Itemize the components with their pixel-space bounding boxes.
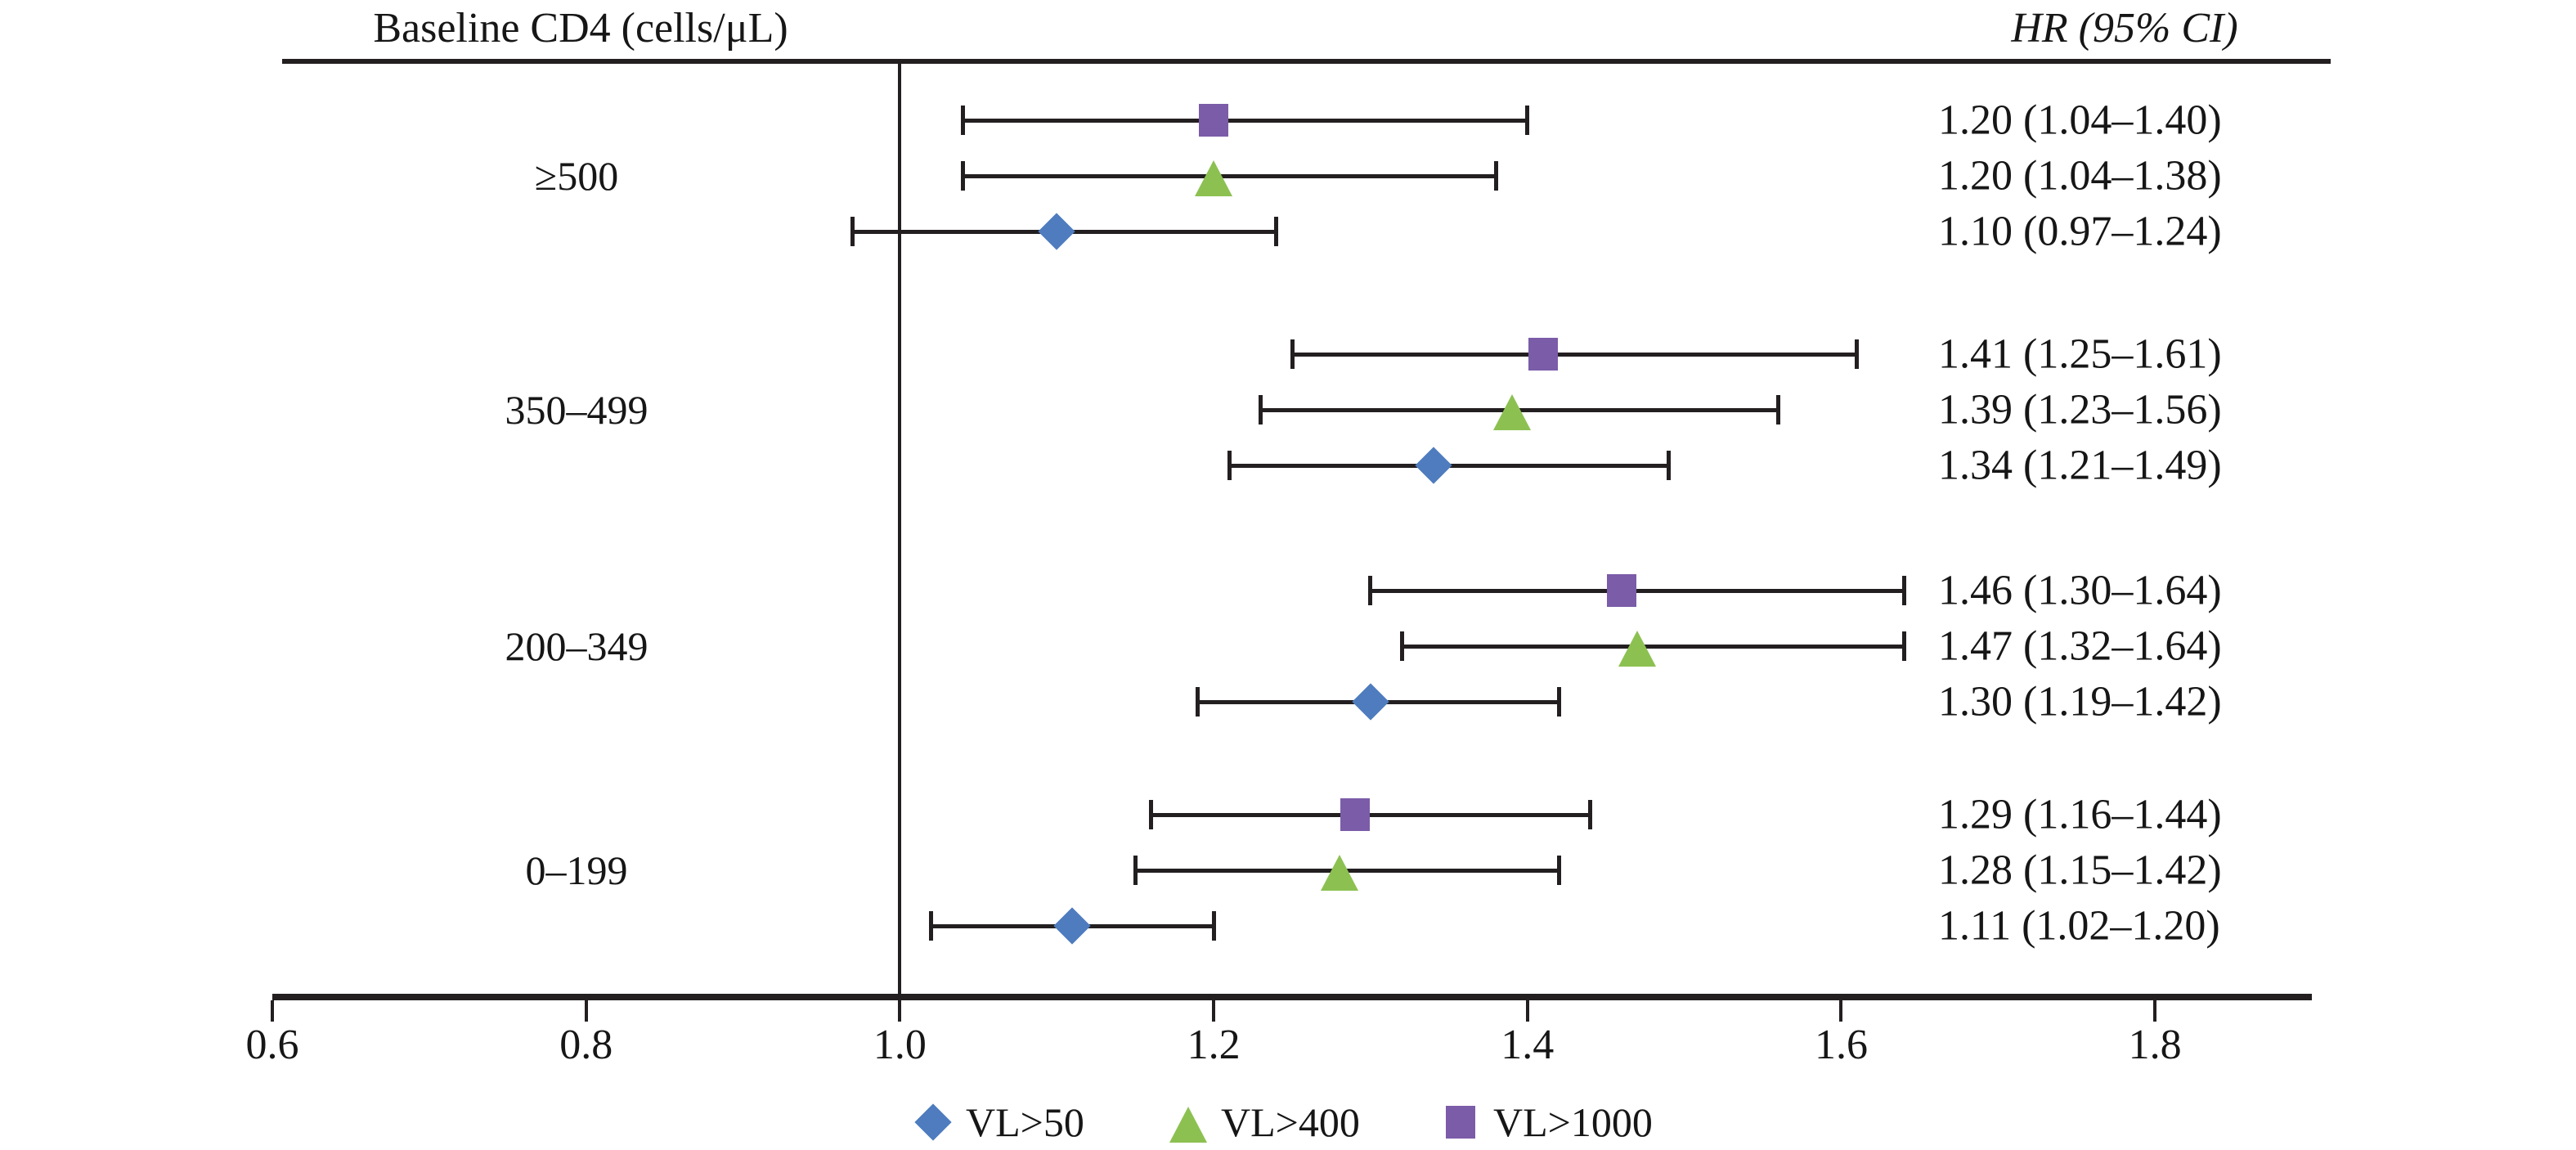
ci-cap-low [1399,631,1404,661]
hr-ci-value: 1.41 (1.25–1.61) [1938,330,2222,378]
legend-item-label: VL>400 [1221,1099,1360,1145]
vl-gt-400-triangle-marker [1195,160,1233,196]
header-rule [282,59,2331,64]
hr-ci-value: 1.29 (1.16–1.44) [1938,791,2222,838]
hr-ci-value: 1.46 (1.30–1.64) [1938,567,2222,614]
ci-cap-high [1901,576,1906,605]
x-axis-tick [1525,1000,1529,1022]
ci-cap-high [1901,631,1906,661]
hr-ci-value: 1.28 (1.15–1.42) [1938,847,2222,894]
ci-cap-high [1776,395,1781,425]
ci-cap-high [1855,339,1860,369]
vl-gt-50-diamond-marker [1415,447,1452,484]
x-axis-tick-label: 1.2 [1187,1022,1241,1068]
x-axis-tick-label: 1.6 [1814,1022,1868,1068]
x-axis-tick [1839,1000,1843,1022]
ci-cap-low [1290,339,1295,369]
ci-cap-low [1133,856,1138,885]
ci-cap-high [1211,911,1216,941]
ci-cap-high [1556,856,1561,885]
vl-gt-400-triangle-marker [1618,631,1657,667]
vl-gt-50-diamond-marker [1038,213,1075,250]
x-axis-tick-label: 1.8 [2128,1022,2182,1068]
hr-ci-column-title: HR (95% CI) [2011,5,2238,52]
ci-cap-low [1368,576,1373,605]
group-label: 0–199 [525,847,628,893]
x-axis-tick [271,1000,274,1022]
x-axis-tick-label: 0.6 [245,1022,299,1068]
ci-cap-high [1666,451,1671,480]
x-axis-line [272,994,2312,1000]
ci-bar [1292,352,1857,357]
hr-ci-value: 1.10 (0.97–1.24) [1938,208,2222,255]
legend-item-label: VL>1000 [1493,1099,1653,1145]
vl-gt-400-triangle-marker [1320,855,1358,891]
ci-cap-high [1274,217,1279,246]
ci-bar [963,118,1528,123]
legend-item-label: VL>50 [966,1099,1084,1145]
ci-cap-low [1227,451,1232,480]
x-axis-tick [2153,1000,2157,1022]
group-label: 200–349 [505,623,648,669]
vl-gt-1000-square-marker [1199,104,1229,137]
vl-gt-50-diamond-marker [1053,907,1092,945]
x-axis-tick [584,1000,588,1022]
ci-cap-high [1556,687,1561,717]
hr-ci-value: 1.20 (1.04–1.38) [1938,152,2222,200]
hr-ci-value: 1.47 (1.32–1.64) [1938,622,2222,670]
ci-bar [1370,588,1905,593]
x-axis-tick [1212,1000,1216,1022]
vl-gt-400-triangle-marker [1492,394,1531,430]
ci-cap-low [960,106,965,135]
x-axis-tick-label: 0.8 [559,1022,613,1068]
hr-ci-value: 1.30 (1.19–1.42) [1938,678,2222,725]
vl-gt-50-diamond-marker [1352,683,1389,721]
x-axis-tick-label: 1.0 [873,1022,927,1068]
hr-ci-value: 1.34 (1.21–1.49) [1938,442,2222,489]
ci-cap-high [1493,161,1498,191]
x-axis-tick [898,1000,902,1022]
legend-vl-gt-1000-square-marker [1446,1106,1475,1139]
ci-bar [1151,812,1591,817]
legend-vl-gt-400-triangle-marker [1169,1107,1207,1143]
vl-gt-1000-square-marker [1528,338,1558,371]
group-label: 350–499 [505,387,648,433]
reference-line [898,62,902,1000]
ci-cap-high [1588,800,1592,829]
legend-vl-gt-50-diamond-marker [914,1103,952,1141]
left-column-title: Baseline CD4 (cells/μL) [373,5,788,52]
vl-gt-1000-square-marker [1606,574,1636,607]
group-label: ≥500 [534,153,619,199]
ci-cap-low [929,911,934,941]
ci-cap-low [1196,687,1200,717]
x-axis-tick-label: 1.4 [1501,1022,1555,1068]
ci-cap-low [1259,395,1263,425]
ci-cap-low [1148,800,1153,829]
vl-gt-1000-square-marker [1340,798,1370,831]
hr-ci-value: 1.11 (1.02–1.20) [1938,902,2220,950]
ci-cap-high [1525,106,1530,135]
hr-ci-value: 1.20 (1.04–1.40) [1938,97,2222,144]
ci-cap-low [960,161,965,191]
hr-ci-value: 1.39 (1.23–1.56) [1938,386,2222,433]
ci-cap-low [850,217,855,246]
